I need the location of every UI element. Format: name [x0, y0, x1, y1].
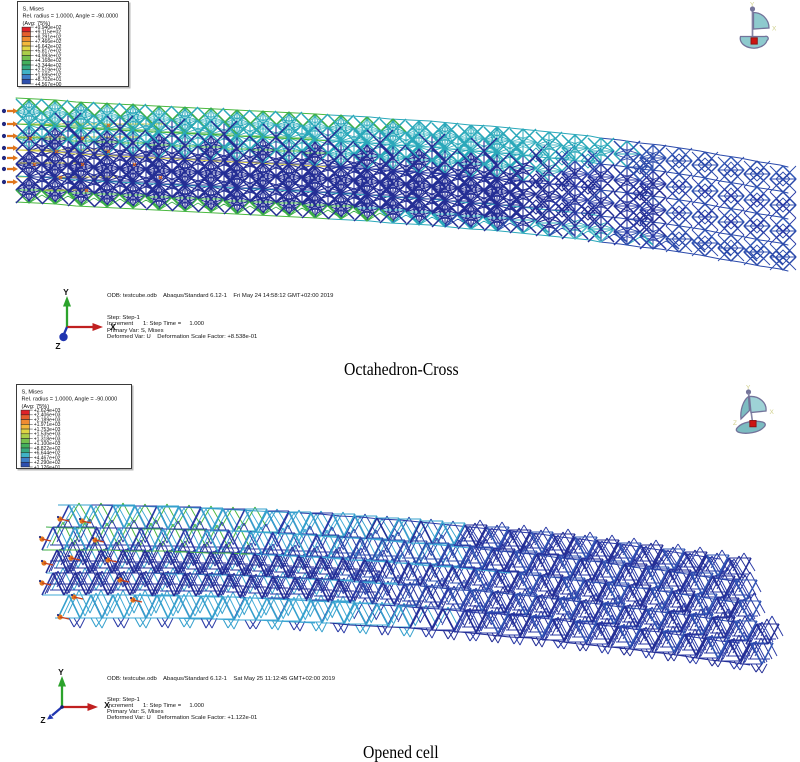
svg-text:+1.753e+03: +1.753e+03 [34, 427, 61, 433]
svg-text:+1.100e+03: +1.100e+03 [34, 441, 61, 447]
svg-text:Y: Y [58, 668, 64, 677]
svg-text:Rel. radius = 1.0000, Angle =: Rel. radius = 1.0000, Angle = -90.0000 [23, 14, 119, 20]
svg-text:+1.535e+03: +1.535e+03 [34, 432, 61, 438]
svg-text:+1.318e+03: +1.318e+03 [34, 436, 61, 442]
svg-text:+6.644e+02: +6.644e+02 [34, 451, 61, 457]
svg-text:Z: Z [55, 341, 60, 351]
svg-text:(Avg: 75%): (Avg: 75%) [22, 404, 50, 410]
svg-text:Y: Y [746, 385, 751, 392]
svg-text:+9.940e+02: +9.940e+02 [35, 25, 62, 31]
svg-text:+1.126e+01: +1.126e+01 [34, 465, 61, 471]
svg-text:+8.702e+01: +8.702e+01 [35, 77, 62, 83]
svg-text:Y: Y [63, 288, 69, 297]
svg-text:+4.567e+00: +4.567e+00 [35, 82, 62, 88]
svg-text:+3.344e+02: +3.344e+02 [35, 63, 62, 69]
svg-text:Z: Z [733, 420, 737, 427]
svg-text:X: X [772, 26, 777, 33]
svg-text:+2.290e+02: +2.290e+02 [34, 460, 61, 466]
svg-text:+2.406e+03: +2.406e+03 [34, 413, 61, 419]
svg-text:+9.115e+02: +9.115e+02 [35, 30, 62, 36]
svg-text:+8.822e+02: +8.822e+02 [34, 446, 61, 452]
svg-text:(Avg: 75%): (Avg: 75%) [23, 21, 51, 27]
svg-text:+6.642e+02: +6.642e+02 [35, 44, 62, 50]
svg-text:+2.624e+03: +2.624e+03 [34, 408, 61, 414]
svg-text:+5.817e+02: +5.817e+02 [35, 49, 62, 55]
svg-text:+4.467e+02: +4.467e+02 [34, 455, 61, 461]
svg-text:+2.189e+03: +2.189e+03 [34, 417, 61, 423]
svg-text:+8.291e+02: +8.291e+02 [35, 34, 62, 40]
svg-text:+2.519e+02: +2.519e+02 [35, 68, 62, 74]
svg-text:Z: Z [40, 715, 45, 725]
svg-text:+1.971e+03: +1.971e+03 [34, 422, 61, 428]
svg-text:X: X [770, 409, 775, 416]
svg-text:X: X [110, 322, 116, 332]
svg-text:Y: Y [750, 2, 755, 9]
svg-text:+4.993e+02: +4.993e+02 [35, 53, 62, 59]
svg-text:+1.695e+02: +1.695e+02 [35, 72, 62, 78]
svg-text:S, Mises: S, Mises [23, 6, 45, 12]
svg-text:Rel. radius = 1.0000, Angle =: Rel. radius = 1.0000, Angle = -90.0000 [22, 397, 118, 403]
svg-text:+7.466e+02: +7.466e+02 [35, 39, 62, 45]
svg-text:S, Mises: S, Mises [22, 389, 44, 395]
svg-text:+4.168e+02: +4.168e+02 [35, 58, 62, 64]
svg-text:X: X [104, 700, 110, 710]
